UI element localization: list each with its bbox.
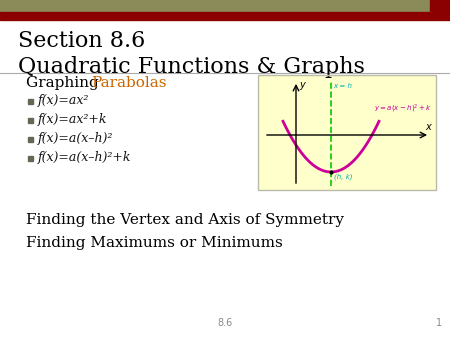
Text: Section 8.6: Section 8.6 (18, 30, 145, 52)
Text: Finding the Vertex and Axis of Symmetry: Finding the Vertex and Axis of Symmetry (26, 213, 344, 227)
Text: x: x (425, 122, 431, 132)
Text: f(x)=ax²: f(x)=ax² (38, 94, 90, 107)
Bar (28, 118, 33, 123)
Text: 1: 1 (436, 318, 442, 328)
Text: Quadratic Functions & Graphs: Quadratic Functions & Graphs (18, 56, 365, 78)
Text: 8.6: 8.6 (217, 318, 233, 328)
Text: x = h: x = h (333, 83, 352, 89)
Bar (12, 80, 19, 87)
Text: Graphing: Graphing (26, 76, 104, 90)
Text: f(x)=a(x–h)²+k: f(x)=a(x–h)²+k (38, 151, 131, 164)
Bar (0, 12, 450, 20)
Bar (28, 156, 33, 161)
Text: f(x)=ax²+k: f(x)=ax²+k (38, 113, 108, 126)
Bar (0, 0, 430, 12)
Bar (28, 137, 33, 142)
Bar (258, 75, 436, 190)
Bar (430, 0, 450, 12)
Bar (28, 99, 33, 104)
Text: $y=a(x-h)^2+k$: $y=a(x-h)^2+k$ (374, 103, 432, 115)
Text: Parabolas: Parabolas (91, 76, 166, 90)
Bar (12, 217, 19, 224)
Text: Finding Maximums or Minimums: Finding Maximums or Minimums (26, 236, 283, 250)
Text: (h, k): (h, k) (334, 173, 352, 179)
Text: y: y (299, 80, 305, 90)
Bar (258, 75, 436, 190)
Bar (12, 240, 19, 247)
Text: f(x)=a(x–h)²: f(x)=a(x–h)² (38, 132, 113, 145)
